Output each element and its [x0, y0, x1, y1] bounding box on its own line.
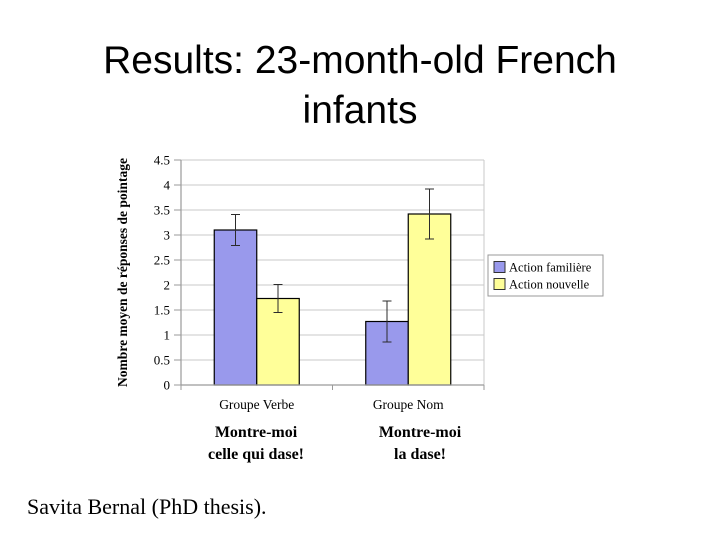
- bar-nouvelle-cat1: [407, 213, 452, 386]
- y-tick-label: 1: [164, 328, 171, 343]
- legend: Action familière Action nouvelle: [487, 254, 604, 297]
- slide-title-line-1: Results: 23-month-old French: [103, 39, 617, 83]
- y-tick-label: 1.5: [154, 303, 170, 318]
- annotation-line: Montre-moi: [378, 424, 462, 441]
- legend-box: [487, 254, 604, 297]
- y-tick-label: 0: [164, 378, 171, 393]
- y-axis-title: Nombre moyen de réponses de pointage: [115, 158, 130, 387]
- credit-text: Savita Bernal (PhD thesis).: [27, 494, 267, 519]
- error-bar: [425, 188, 434, 240]
- x-category-label: Groupe Nom: [373, 397, 444, 412]
- annotation-line: la dase!: [394, 446, 446, 463]
- error-bar: [382, 300, 392, 343]
- y-tick-label: 2.5: [154, 253, 170, 268]
- error-bar: [231, 214, 240, 246]
- y-tick-label: 3.5: [154, 203, 170, 218]
- y-tick-label: 2: [164, 278, 171, 293]
- annotation-groupe-verbe: Montre-moi celle qui dase!: [146, 422, 366, 466]
- legend-label: Action nouvelle: [509, 278, 590, 292]
- legend-label: Action familière: [509, 261, 592, 275]
- y-tick-label: 0.5: [154, 353, 170, 368]
- y-tick-label: 3: [164, 228, 171, 243]
- legend-swatch-familiere: [493, 261, 506, 273]
- slide-title-line-2: infants: [302, 89, 418, 133]
- bar-chart: 0 0.5 1 1.5 2 2.5 3 3.5 4 4.5 Groupe Verbe Groupe N…: [115, 153, 604, 412]
- y-tick-label: 4: [164, 178, 171, 193]
- bar-familiere-cat0: [213, 229, 258, 386]
- annotation-line: celle qui dase!: [208, 446, 304, 463]
- slide-title: Results: 23-month-old French infants: [0, 36, 720, 136]
- annotation-groupe-nom: Montre-moi la dase!: [310, 422, 530, 466]
- legend-swatch-nouvelle: [493, 278, 506, 290]
- x-category-label: Groupe Verbe: [219, 397, 294, 412]
- error-bar: [273, 284, 283, 313]
- annotation-line: Montre-moi: [214, 424, 298, 441]
- y-tick-label: 4.5: [154, 153, 170, 168]
